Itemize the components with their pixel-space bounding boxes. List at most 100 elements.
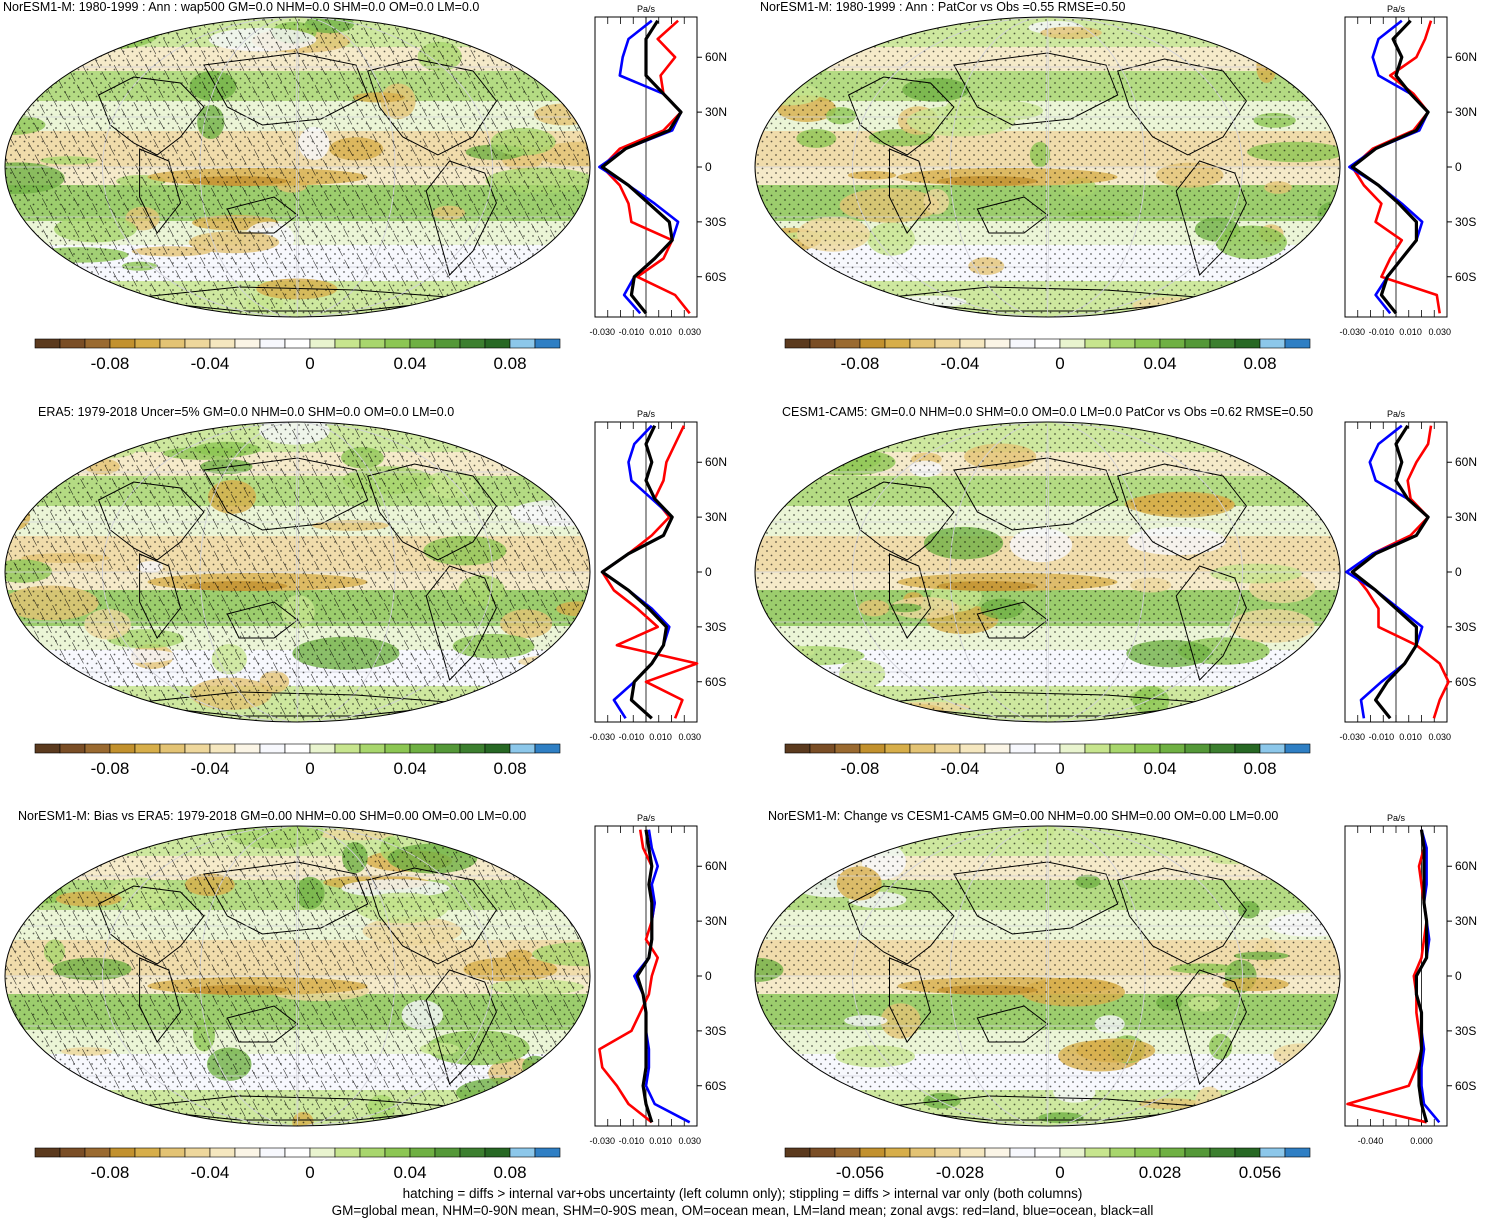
zonal-mean-panel: Pa/s 60N 30N 0 30S 60S -0.040 0.000 (1344, 813, 1477, 1146)
zonal-x-label: 0.010 (649, 327, 672, 337)
zonal-x-label: -0.030 (1340, 327, 1366, 337)
colorbar-swatch (1109, 338, 1136, 349)
colorbar-swatch (334, 1147, 361, 1158)
panel-title: CESM1-CAM5: GM=0.0 NHM=0.0 SHM=0.0 OM=0.… (782, 405, 1313, 419)
colorbar-label: 0.08 (1243, 759, 1276, 778)
colorbar-swatch (984, 743, 1011, 754)
colorbar-label: 0 (305, 354, 314, 373)
colorbar-label: 0.04 (393, 759, 426, 778)
zonal-lat-label: 60S (1455, 270, 1476, 284)
colorbar-swatch (59, 338, 86, 349)
colorbar-swatch (1234, 743, 1261, 754)
colorbar-swatch (384, 338, 411, 349)
colorbar-label: -0.028 (936, 1163, 984, 1182)
zonal-lat-label: 30S (1455, 1024, 1476, 1038)
colorbar-swatch (1184, 743, 1211, 754)
zonal-x-label: -0.030 (590, 327, 616, 337)
colorbar-swatch (1084, 743, 1111, 754)
colorbar-swatch (1059, 743, 1086, 754)
colorbar-label: 0 (1055, 354, 1064, 373)
zonal-lat-label: 30S (1455, 215, 1476, 229)
zonal-line-ocean (1348, 19, 1430, 315)
colorbar-swatch (84, 1147, 111, 1158)
colorbar-swatch (34, 1147, 61, 1158)
colorbar-swatch (534, 1147, 561, 1158)
zonal-lat-label: 0 (1455, 160, 1462, 174)
zonal-unit: Pa/s (1387, 4, 1406, 14)
map (754, 421, 1341, 723)
zonal-x-label: -0.010 (619, 1136, 645, 1146)
colorbar-swatch (284, 743, 311, 754)
zonal-lat-label: 60N (705, 455, 727, 469)
colorbar-swatch (884, 1147, 911, 1158)
colorbar-swatch (134, 743, 161, 754)
zonal-x-label: -0.010 (1369, 732, 1395, 742)
panel-title: NorESM1-M: 1980-1999 : Ann : PatCor vs O… (760, 0, 1126, 14)
panel-title: NorESM1-M: Bias vs ERA5: 1979-2018 GM=0.… (18, 809, 526, 823)
colorbar-swatch (359, 743, 386, 754)
zonal-x-label: 0.030 (678, 732, 701, 742)
colorbar-swatch (934, 1147, 961, 1158)
colorbar-swatch (384, 1147, 411, 1158)
zonal-lat-label: 30S (705, 620, 726, 634)
colorbar-swatch (984, 1147, 1011, 1158)
zonal-lat-label: 0 (705, 160, 712, 174)
zonal-x-label: -0.030 (1340, 732, 1366, 742)
colorbar-swatch (1209, 743, 1236, 754)
colorbar-label: -0.08 (91, 759, 130, 778)
colorbar-swatch (309, 1147, 336, 1158)
colorbar-swatch (809, 338, 836, 349)
colorbar-swatch (1084, 1147, 1111, 1158)
zonal-lat-label: 30N (1455, 105, 1477, 119)
colorbar-swatch (784, 338, 811, 349)
zonal-mean-panel: Pa/s 60N 30N 0 30S 60S -0.030 -0.010 0.010 0.030 (590, 813, 727, 1146)
map (754, 825, 1341, 1127)
zonal-line-ocean (1345, 424, 1430, 719)
colorbar-swatch (209, 338, 236, 349)
colorbar-swatch (1034, 338, 1061, 349)
colorbar-swatch (1109, 1147, 1136, 1158)
colorbar-label: -0.08 (841, 354, 880, 373)
colorbar-label: 0 (1055, 1163, 1064, 1182)
colorbar-label: 0.056 (1239, 1163, 1282, 1182)
colorbar-swatch (1234, 338, 1261, 349)
zonal-mean-panel: Pa/s 60N 30N 0 30S 60S -0.030 -0.010 0.010 0.030 (590, 409, 727, 742)
colorbar-swatch (909, 743, 936, 754)
zonal-x-label: -0.030 (590, 732, 616, 742)
colorbar-swatch (184, 743, 211, 754)
zonal-lat-label: 30N (705, 510, 727, 524)
colorbar-label: -0.08 (841, 759, 880, 778)
colorbar-label: 0 (305, 1163, 314, 1182)
colorbar: -0.08 -0.04 0 0.04 0.08 (784, 743, 1311, 778)
zonal-mean-panel: Pa/s 60N 30N 0 30S 60S -0.030 -0.010 0.010 0.030 (590, 4, 727, 337)
colorbar-swatch (959, 1147, 986, 1158)
colorbar-swatch (934, 743, 961, 754)
zonal-x-label: -0.010 (1369, 327, 1395, 337)
colorbar-label: 0.08 (493, 1163, 526, 1182)
colorbar-label: 0.04 (393, 1163, 426, 1182)
colorbar-swatch (484, 338, 511, 349)
colorbar-swatch (1284, 1147, 1311, 1158)
colorbar-swatch (384, 743, 411, 754)
colorbar-swatch (1134, 338, 1161, 349)
colorbar-swatch (234, 338, 261, 349)
colorbar-swatch (1059, 1147, 1086, 1158)
zonal-lat-label: 60S (1455, 675, 1476, 689)
colorbar-swatch (434, 743, 461, 754)
zonal-line-all (600, 19, 683, 315)
colorbar-label: 0.04 (393, 354, 426, 373)
colorbar-swatch (434, 338, 461, 349)
colorbar-swatch (509, 743, 536, 754)
colorbar: -0.08 -0.04 0 0.04 0.08 (34, 1147, 561, 1182)
zonal-unit: Pa/s (1387, 813, 1406, 823)
zonal-x-label: 0.000 (1410, 1136, 1433, 1146)
colorbar-label: 0.08 (493, 354, 526, 373)
colorbar-swatch (34, 743, 61, 754)
zonal-lat-label: 0 (1455, 969, 1462, 983)
zonal-x-label: -0.030 (590, 1136, 616, 1146)
map (4, 825, 591, 1127)
panel-4: CESM1-CAM5: GM=0.0 NHM=0.0 SHM=0.0 OM=0.… (754, 405, 1477, 778)
colorbar-label: -0.056 (836, 1163, 884, 1182)
colorbar-swatch (159, 1147, 186, 1158)
